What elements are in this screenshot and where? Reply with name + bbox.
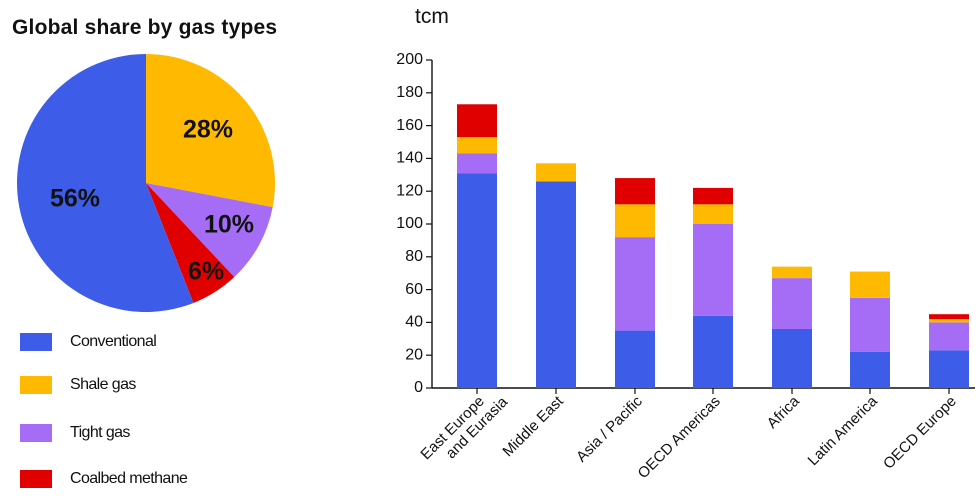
legend-item-coalbed-methane: Coalbed methane — [20, 468, 250, 490]
bar-asia-pacific-conventional — [615, 330, 655, 388]
pie-label-conventional: 56% — [50, 185, 100, 213]
bar-africa-tight-gas — [772, 278, 812, 329]
x-category-label-oecd-americas: OECD Americas — [635, 393, 724, 482]
legend-swatch-shale-gas — [20, 376, 52, 394]
pie-slice-shale-gas — [146, 54, 275, 208]
pie-slice-conventional — [17, 54, 194, 312]
y-tick-label: 180 — [396, 84, 423, 101]
bar-oecd-americas-conventional — [693, 315, 733, 388]
legend-label-coalbed-methane: Coalbed methane — [70, 470, 188, 487]
y-tick-label: 60 — [405, 281, 423, 298]
y-tick-label: 20 — [405, 346, 423, 363]
bar-asia-pacific-shale-gas — [615, 204, 655, 238]
bar-oecd-americas-coalbed-methane — [693, 187, 733, 205]
legend-label-shale-gas: Shale gas — [70, 376, 136, 393]
bar-africa-conventional — [772, 328, 812, 388]
bar-asia-pacific-tight-gas — [615, 237, 655, 331]
legend-swatch-coalbed-methane — [20, 470, 52, 488]
x-category-label-asia-pacific: Asia / Pacific — [573, 392, 646, 465]
pie-slice-coalbed-methane — [146, 183, 235, 303]
pie-label-coalbed-methane: 6% — [188, 258, 224, 286]
pie-chart: 28% 10% 6% 56% — [17, 54, 275, 312]
pie-slice-tight-gas — [146, 183, 273, 278]
bar-east-europe-and-eurasia-shale-gas — [457, 137, 497, 154]
x-category-label-africa: Africa — [764, 392, 804, 432]
pie-label-tight-gas: 10% — [204, 211, 254, 239]
y-tick-label: 140 — [396, 150, 423, 167]
bar-middle-east-shale-gas — [536, 163, 576, 182]
bar-latin-america-tight-gas — [850, 297, 890, 352]
legend-label-conventional: Conventional — [70, 333, 157, 350]
bar-oecd-europe-coalbed-methane — [929, 314, 969, 320]
x-category-label-latin-america: Latin America — [805, 392, 882, 469]
bar-east-europe-and-eurasia-coalbed-methane — [457, 104, 497, 138]
y-tick-label: 40 — [405, 314, 423, 331]
bar-oecd-europe-conventional — [929, 350, 969, 388]
bar-oecd-americas-shale-gas — [693, 204, 733, 224]
legend-item-tight-gas: Tight gas — [20, 422, 250, 444]
pie-label-shale-gas: 28% — [183, 116, 233, 144]
legend-swatch-conventional — [20, 333, 52, 351]
legend-item-shale-gas: Shale gas — [20, 374, 250, 396]
legend-item-conventional: Conventional — [20, 331, 250, 353]
y-tick-label: 80 — [405, 248, 423, 265]
y-tick-label: 0 — [414, 379, 423, 396]
x-category-label-east-europe-and-eurasia: East Europeand Eurasia — [417, 381, 511, 475]
legend-label-tight-gas: Tight gas — [70, 424, 130, 441]
bar-asia-pacific-coalbed-methane — [615, 178, 655, 205]
x-category-label-oecd-europe: OECD Europe — [880, 393, 960, 473]
bar-africa-shale-gas — [772, 266, 812, 279]
bar-oecd-americas-tight-gas — [693, 224, 733, 316]
bar-east-europe-and-eurasia-tight-gas — [457, 153, 497, 174]
y-axis-unit-label: tcm — [415, 5, 449, 28]
y-tick-label: 160 — [396, 117, 423, 134]
bar-east-europe-and-eurasia-conventional — [457, 173, 497, 388]
legend-swatch-tight-gas — [20, 424, 52, 442]
bar-middle-east-conventional — [536, 181, 576, 388]
y-tick-label: 200 — [396, 51, 423, 68]
bar-oecd-europe-tight-gas — [929, 322, 969, 351]
bar-oecd-europe-shale-gas — [929, 319, 969, 323]
y-tick-label: 120 — [396, 182, 423, 199]
pie-chart-title: Global share by gas types — [12, 16, 278, 39]
x-category-label-middle-east: Middle East — [499, 392, 567, 460]
bar-latin-america-conventional — [850, 351, 890, 388]
y-tick-label: 100 — [396, 215, 423, 232]
bar-latin-america-shale-gas — [850, 271, 890, 298]
